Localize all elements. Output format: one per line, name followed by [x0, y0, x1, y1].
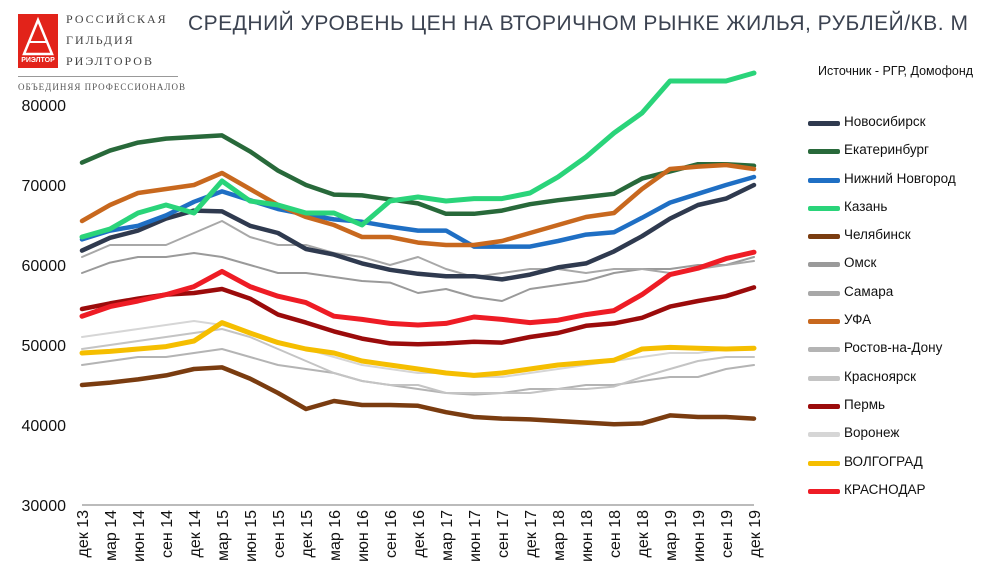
x-tick-label: мар 14 [103, 510, 120, 561]
x-tick-label: сен 16 [383, 510, 400, 558]
legend-swatch [808, 234, 840, 240]
x-tick-label: июн 15 [243, 510, 260, 562]
source-note: Источник - РГР, Домофонд [818, 64, 974, 78]
x-tick-label: сен 14 [159, 510, 176, 558]
series-line-9 [81, 348, 755, 396]
x-tick-label: июн 16 [355, 510, 372, 562]
chart-legend: Новосибирск Екатеринбург Нижний Новгород Ка… [808, 112, 998, 508]
legend-label: Пермь [844, 396, 886, 412]
legend-item: Екатеринбург [808, 140, 998, 168]
x-tick-label: сен 19 [719, 510, 736, 558]
y-tick-label: 80000 [22, 98, 67, 115]
legend-item: Нижний Новгород [808, 169, 998, 197]
x-tick-label: сен 15 [271, 510, 288, 558]
y-tick-label: 40000 [22, 418, 67, 435]
legend-item: Казань [808, 197, 998, 225]
legend-swatch [808, 347, 840, 353]
x-tick-label: дек 13 [75, 510, 92, 558]
legend-item: Пермь [808, 395, 998, 423]
x-tick-label: дек 19 [747, 510, 764, 558]
x-tick-label: мар 17 [439, 510, 456, 561]
legend-swatch [808, 488, 840, 494]
legend-swatch [808, 205, 840, 211]
y-tick-label: 30000 [22, 498, 67, 515]
series-line-13 [79, 320, 757, 378]
rgr-logo: РИЭЛТОР РОССИЙСКАЯ ГИЛЬДИЯ РИЭЛТОРОВ ОБЪ… [14, 10, 187, 92]
legend-item: Новосибирск [808, 112, 998, 140]
legend-swatch [808, 319, 840, 325]
logo-tagline: ОБЪЕДИНЯЯ ПРОФЕССИОНАЛОВ [18, 82, 187, 92]
legend-swatch [808, 177, 840, 183]
logo-line-2: ГИЛЬДИЯ [66, 33, 135, 47]
series-line-7 [81, 220, 755, 278]
logo-mark-label: РИЭЛТОР [21, 57, 55, 64]
series-line-11 [79, 285, 757, 347]
x-tick-label: сен 18 [607, 510, 624, 558]
x-tick-label: мар 15 [215, 510, 232, 561]
legend-label: ВОЛГОГРАД [844, 453, 923, 469]
legend-swatch [808, 432, 840, 438]
legend-label: КРАСНОДАР [844, 481, 926, 497]
y-tick-label: 50000 [22, 338, 67, 355]
legend-label: Самара [844, 283, 894, 299]
x-tick-label: дек 15 [299, 510, 316, 558]
legend-label: Новосибирск [844, 114, 926, 129]
x-tick-label: июн 14 [131, 510, 148, 562]
legend-label: Нижний Новгород [844, 170, 956, 186]
series-line-14 [79, 249, 757, 328]
legend-label: Челябинск [844, 227, 911, 243]
x-tick-label: мар 16 [327, 510, 344, 561]
legend-label: Екатеринбург [844, 142, 929, 158]
legend-label: Омск [844, 255, 877, 271]
legend-item: КРАСНОДАР [808, 480, 998, 508]
legend-label: Воронеж [844, 425, 900, 441]
logo-line-1: РОССИЙСКАЯ [66, 12, 168, 26]
legend-item: Омск [808, 253, 998, 281]
series-line-3 [79, 174, 757, 249]
legend-item: Красноярск [808, 367, 998, 395]
legend-item: Воронеж [808, 423, 998, 451]
chart-plot: 80000 70000 60000 50000 40000 30000 дек 13 мар … [22, 70, 764, 562]
series-line-5 [79, 365, 757, 427]
x-tick-label: июн 19 [691, 510, 708, 562]
y-tick-label: 60000 [22, 258, 67, 275]
legend-swatch [808, 149, 840, 155]
x-tick-label: дек 16 [411, 510, 428, 558]
legend-item: Самара [808, 282, 998, 310]
x-tick-label: мар 18 [551, 510, 568, 561]
legend-swatch [808, 290, 840, 296]
x-tick-label: дек 14 [187, 510, 204, 558]
legend-label: Красноярск [844, 368, 917, 384]
series-line-10 [81, 328, 755, 394]
legend-item: Ростов-на-Дону [808, 338, 998, 366]
x-tick-label: мар 19 [663, 510, 680, 561]
chart-title: СРЕДНИЙ УРОВЕНЬ ЦЕН НА ВТОРИЧНОМ РЫНКЕ Ж… [188, 12, 969, 35]
rgr-logo-mark-icon [18, 14, 58, 68]
legend-swatch [808, 121, 840, 126]
x-tick-label: дек 18 [635, 510, 652, 558]
series-line-12 [81, 320, 755, 378]
series-line-8 [79, 162, 757, 248]
legend-swatch [808, 403, 840, 409]
y-tick-label: 70000 [22, 178, 67, 195]
legend-item: Челябинск [808, 225, 998, 253]
logo-line-3: РИЭЛТОРОВ [66, 54, 154, 68]
series-line-2 [79, 133, 757, 217]
x-tick-label: июн 18 [579, 510, 596, 562]
series-line-4 [79, 70, 757, 240]
legend-swatch [808, 460, 840, 466]
legend-swatch [808, 375, 840, 381]
legend-swatch [808, 262, 840, 268]
legend-item: ВОЛГОГРАД [808, 452, 998, 480]
legend-label: УФА [844, 312, 872, 328]
x-tick-label: сен 17 [495, 510, 512, 558]
x-tick-label: июн 17 [467, 510, 484, 562]
x-tick-label: дек 17 [523, 510, 540, 558]
legend-item: УФА [808, 310, 998, 338]
legend-label: Ростов-на-Дону [844, 340, 943, 356]
logo-divider [18, 76, 178, 77]
legend-label: Казань [844, 198, 888, 214]
